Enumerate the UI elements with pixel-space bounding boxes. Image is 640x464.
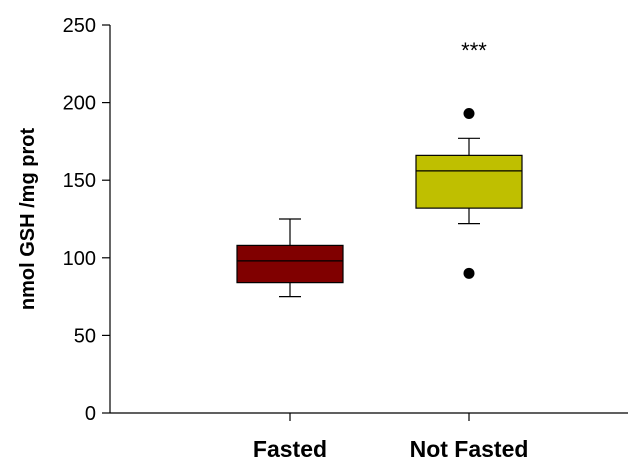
significance-annotation: *** xyxy=(461,38,487,63)
y-tick-label: 250 xyxy=(63,15,96,37)
outlier-point xyxy=(463,107,475,119)
box-group: *** xyxy=(415,38,523,279)
outlier-point xyxy=(463,267,475,279)
y-tick-label: 50 xyxy=(74,325,96,347)
x-category-label: Fasted xyxy=(253,436,327,462)
axes: 0 50 100 150 200 250 Fasted Not Fasted xyxy=(63,15,628,462)
box xyxy=(236,244,344,284)
y-tick-label: 150 xyxy=(63,170,96,192)
y-tick-label: 200 xyxy=(63,93,96,115)
box xyxy=(415,154,523,209)
box-group xyxy=(236,218,344,298)
y-tick-label: 100 xyxy=(63,248,96,270)
boxes: *** xyxy=(236,38,523,298)
y-tick-label: 0 xyxy=(85,403,96,425)
x-category-label: Not Fasted xyxy=(410,436,529,462)
y-axis-title: nmol GSH /mg prot xyxy=(17,128,39,311)
